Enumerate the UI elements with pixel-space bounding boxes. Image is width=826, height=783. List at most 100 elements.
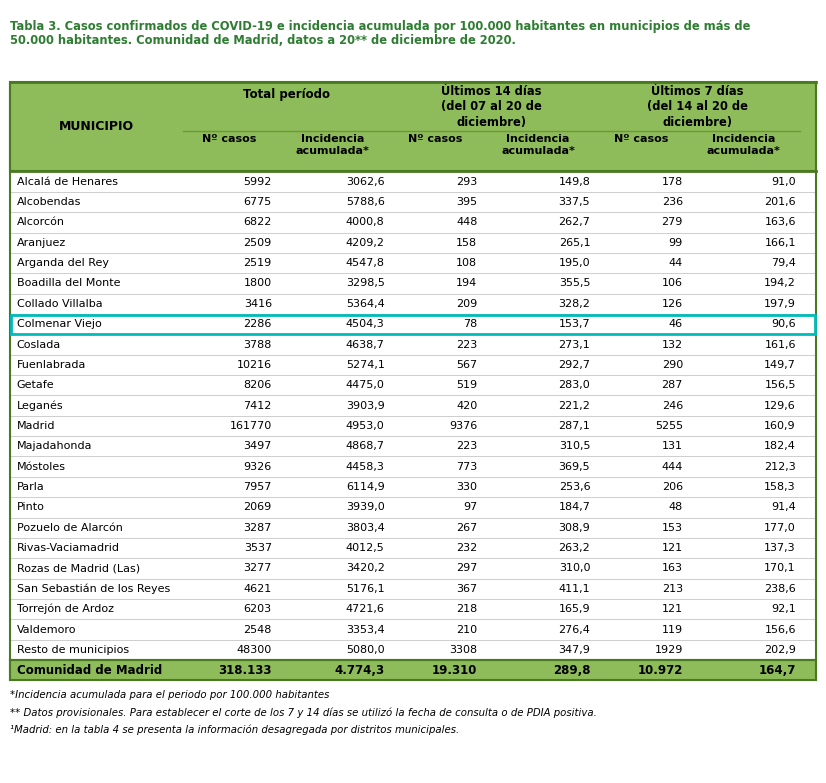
Bar xyxy=(10,640,816,660)
Bar xyxy=(10,518,816,538)
Text: Leganés: Leganés xyxy=(17,400,63,411)
Text: 9376: 9376 xyxy=(449,421,477,431)
Text: 4953,0: 4953,0 xyxy=(346,421,385,431)
Text: 355,5: 355,5 xyxy=(558,279,591,288)
Text: 160,9: 160,9 xyxy=(764,421,795,431)
Bar xyxy=(10,477,816,497)
Bar xyxy=(10,456,816,477)
Text: 44: 44 xyxy=(669,258,683,268)
Text: Boadilla del Monte: Boadilla del Monte xyxy=(17,279,120,288)
Text: 279: 279 xyxy=(662,218,683,227)
Text: 46: 46 xyxy=(669,319,683,329)
Text: 209: 209 xyxy=(456,299,477,309)
Bar xyxy=(10,233,816,253)
Text: 108: 108 xyxy=(456,258,477,268)
Text: 153: 153 xyxy=(662,523,683,532)
Text: 201,6: 201,6 xyxy=(764,197,795,207)
Text: 444: 444 xyxy=(662,462,683,471)
Bar xyxy=(10,416,816,436)
Text: 8206: 8206 xyxy=(244,381,272,390)
Text: Incidencia
acumulada*: Incidencia acumulada* xyxy=(501,134,575,156)
Text: 276,4: 276,4 xyxy=(558,625,591,634)
Text: 3939,0: 3939,0 xyxy=(346,503,385,512)
Text: 2509: 2509 xyxy=(244,238,272,247)
Text: 223: 223 xyxy=(456,442,477,451)
Text: 194,2: 194,2 xyxy=(764,279,795,288)
Text: Getafe: Getafe xyxy=(17,381,55,390)
Text: 19.310: 19.310 xyxy=(432,664,477,677)
Text: Rivas-Vaciamadrid: Rivas-Vaciamadrid xyxy=(17,543,120,553)
Text: 3287: 3287 xyxy=(244,523,272,532)
Bar xyxy=(11,315,815,334)
Text: 2286: 2286 xyxy=(244,319,272,329)
Text: ¹Madrid: en la tabla 4 se presenta la información desagregada por distritos muni: ¹Madrid: en la tabla 4 se presenta la in… xyxy=(10,724,459,734)
Text: 50.000 habitantes. Comunidad de Madrid, datos a 20** de diciembre de 2020.: 50.000 habitantes. Comunidad de Madrid, … xyxy=(10,34,515,47)
Text: Incidencia
acumulada*: Incidencia acumulada* xyxy=(296,134,369,156)
Text: 367: 367 xyxy=(456,584,477,594)
Bar xyxy=(10,599,816,619)
Text: Coslada: Coslada xyxy=(17,340,61,349)
Text: 3277: 3277 xyxy=(244,564,272,573)
Text: Collado Villalba: Collado Villalba xyxy=(17,299,102,309)
Bar xyxy=(10,253,816,273)
Text: 6822: 6822 xyxy=(244,218,272,227)
Text: 4638,7: 4638,7 xyxy=(346,340,385,349)
Text: 223: 223 xyxy=(456,340,477,349)
Text: 221,2: 221,2 xyxy=(558,401,591,410)
Text: 164,7: 164,7 xyxy=(758,664,795,677)
Text: Tabla 3. Casos confirmados de COVID-19 e incidencia acumulada por 100.000 habita: Tabla 3. Casos confirmados de COVID-19 e… xyxy=(10,20,750,33)
Text: 5176,1: 5176,1 xyxy=(346,584,385,594)
Text: 149,8: 149,8 xyxy=(558,177,591,186)
Text: 129,6: 129,6 xyxy=(764,401,795,410)
Text: 213: 213 xyxy=(662,584,683,594)
Text: 318.133: 318.133 xyxy=(218,664,272,677)
Text: 194: 194 xyxy=(456,279,477,288)
Text: 4475,0: 4475,0 xyxy=(346,381,385,390)
Bar xyxy=(10,314,816,334)
Text: Madrid: Madrid xyxy=(17,421,55,431)
Text: Comunidad de Madrid: Comunidad de Madrid xyxy=(17,664,162,677)
Text: Incidencia
acumulada*: Incidencia acumulada* xyxy=(706,134,781,156)
Text: 6114,9: 6114,9 xyxy=(346,482,385,492)
Text: 395: 395 xyxy=(456,197,477,207)
Bar xyxy=(10,82,816,171)
Text: 106: 106 xyxy=(662,279,683,288)
Text: Valdemoro: Valdemoro xyxy=(17,625,76,634)
Text: 3903,9: 3903,9 xyxy=(346,401,385,410)
Text: 206: 206 xyxy=(662,482,683,492)
Text: 773: 773 xyxy=(456,462,477,471)
Text: 7957: 7957 xyxy=(244,482,272,492)
Text: Aranjuez: Aranjuez xyxy=(17,238,66,247)
Text: 182,4: 182,4 xyxy=(764,442,795,451)
Text: 137,3: 137,3 xyxy=(764,543,795,553)
Text: 4504,3: 4504,3 xyxy=(346,319,385,329)
Text: 184,7: 184,7 xyxy=(558,503,591,512)
Text: 411,1: 411,1 xyxy=(558,584,591,594)
Text: 9326: 9326 xyxy=(244,462,272,471)
Text: 126: 126 xyxy=(662,299,683,309)
Text: 7412: 7412 xyxy=(244,401,272,410)
Text: Majadahonda: Majadahonda xyxy=(17,442,92,451)
Text: 330: 330 xyxy=(457,482,477,492)
Bar xyxy=(10,497,816,518)
Text: 4458,3: 4458,3 xyxy=(346,462,385,471)
Text: 4012,5: 4012,5 xyxy=(346,543,385,553)
Text: Alcalá de Henares: Alcalá de Henares xyxy=(17,177,117,186)
Text: 4547,8: 4547,8 xyxy=(346,258,385,268)
Text: 4000,8: 4000,8 xyxy=(346,218,385,227)
Text: Alcobendas: Alcobendas xyxy=(17,197,81,207)
Text: 2548: 2548 xyxy=(244,625,272,634)
Text: 2519: 2519 xyxy=(244,258,272,268)
Text: Pozuelo de Alarcón: Pozuelo de Alarcón xyxy=(17,523,122,532)
Text: 337,5: 337,5 xyxy=(558,197,591,207)
Text: 92,1: 92,1 xyxy=(771,604,795,614)
Text: 218: 218 xyxy=(456,604,477,614)
Bar xyxy=(10,538,816,558)
Bar xyxy=(10,558,816,579)
Text: 238,6: 238,6 xyxy=(764,584,795,594)
Text: 567: 567 xyxy=(456,360,477,370)
Text: 48300: 48300 xyxy=(236,645,272,655)
Text: 4868,7: 4868,7 xyxy=(346,442,385,451)
Text: 265,1: 265,1 xyxy=(558,238,591,247)
Text: 99: 99 xyxy=(669,238,683,247)
